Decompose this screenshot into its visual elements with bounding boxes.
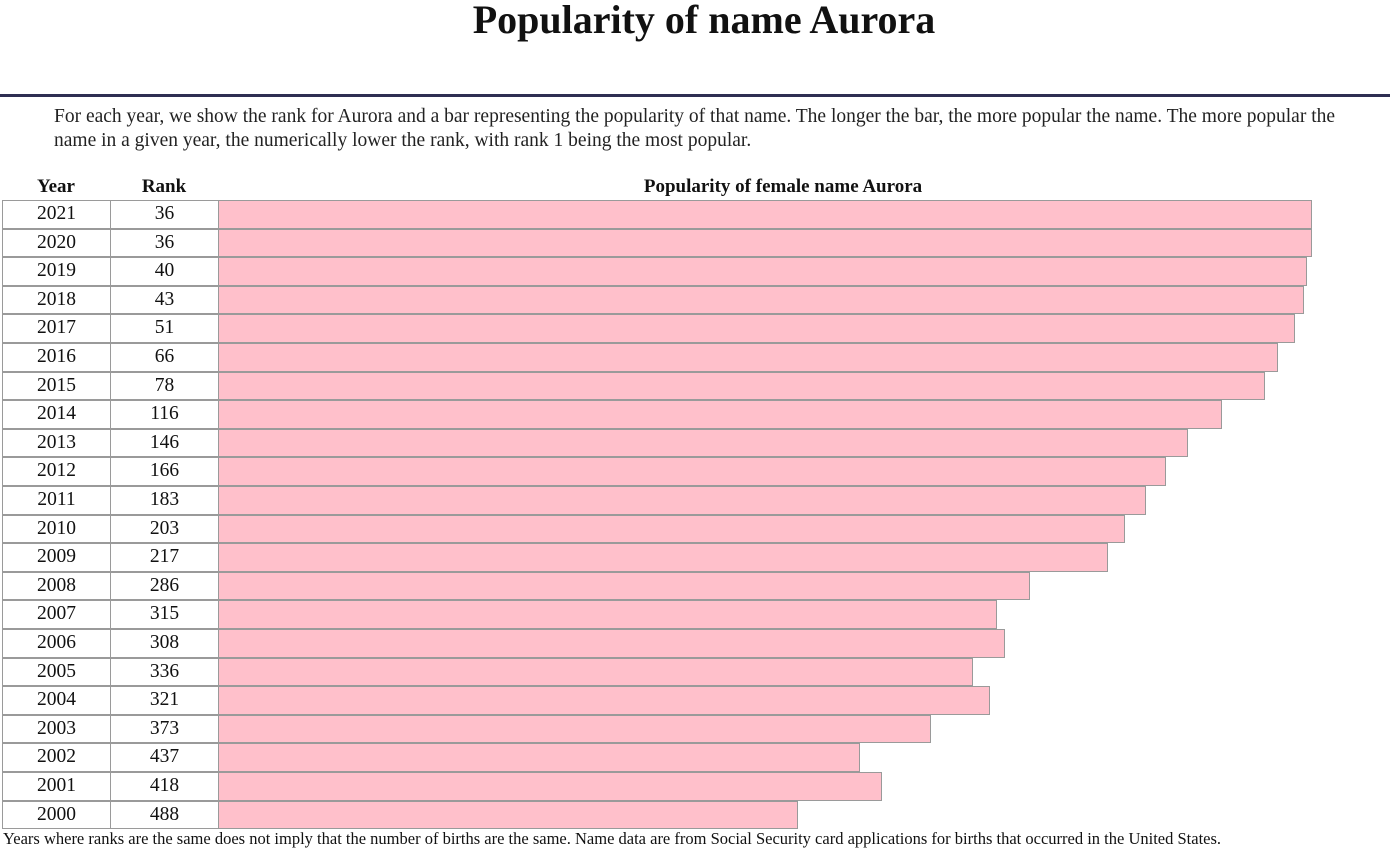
rank-cell: 308	[110, 629, 219, 658]
year-cell: 2004	[2, 686, 111, 715]
table-row: 2019 40	[2, 257, 1388, 286]
table-row: 2009 217	[2, 543, 1388, 572]
rank-cell: 321	[110, 686, 219, 715]
popularity-bar	[218, 257, 1307, 286]
table-row: 2005 336	[2, 657, 1388, 687]
header-divider	[0, 94, 1390, 97]
popularity-bar	[218, 686, 990, 715]
popularity-bar	[218, 228, 1312, 258]
rank-cell: 203	[110, 514, 219, 544]
year-cell: 2012	[2, 457, 111, 486]
table-row: 2004 321	[2, 686, 1388, 715]
popularity-bar	[218, 343, 1278, 372]
rank-cell: 116	[110, 400, 219, 429]
popularity-bar	[218, 714, 931, 744]
popularity-bar	[218, 428, 1188, 458]
year-cell: 2015	[2, 371, 111, 401]
year-cell: 2020	[2, 228, 111, 258]
year-cell: 2002	[2, 743, 111, 772]
table-row: 2018 43	[2, 285, 1388, 315]
year-cell: 2014	[2, 400, 111, 429]
year-cell: 2019	[2, 257, 111, 286]
rank-cell: 315	[110, 600, 219, 629]
rank-cell: 373	[110, 714, 219, 744]
table-row: 2012 166	[2, 457, 1388, 486]
table-row: 2010 203	[2, 514, 1388, 544]
table-row: 2015 78	[2, 371, 1388, 401]
rank-cell: 43	[110, 285, 219, 315]
table-row: 2002 437	[2, 743, 1388, 772]
footnote: Years where ranks are the same does not …	[3, 829, 1222, 848]
popularity-bar	[218, 543, 1108, 572]
popularity-bar	[218, 371, 1265, 401]
popularity-bar	[218, 400, 1222, 429]
popularity-bar	[218, 457, 1166, 486]
rank-cell: 166	[110, 457, 219, 486]
popularity-bar	[218, 486, 1146, 515]
year-cell: 2007	[2, 600, 111, 629]
year-cell: 2016	[2, 343, 111, 372]
popularity-bar	[218, 285, 1304, 315]
rank-cell: 146	[110, 428, 219, 458]
year-cell: 2021	[2, 200, 111, 229]
rank-cell: 36	[110, 200, 219, 229]
table-row: 2013 146	[2, 428, 1388, 458]
table-row: 2006 308	[2, 629, 1388, 658]
table-row: 2001 418	[2, 772, 1388, 801]
rank-cell: 488	[110, 800, 219, 830]
table-row: 2007 315	[2, 600, 1388, 629]
popularity-bar	[218, 571, 1030, 601]
rank-cell: 36	[110, 228, 219, 258]
rank-cell: 217	[110, 543, 219, 572]
table-row: 2017 51	[2, 314, 1388, 343]
rank-cell: 51	[110, 314, 219, 343]
table-row: 2016 66	[2, 343, 1388, 372]
popularity-bar	[218, 514, 1125, 544]
year-cell: 2010	[2, 514, 111, 544]
rank-cell: 183	[110, 486, 219, 515]
year-cell: 2013	[2, 428, 111, 458]
year-cell: 2011	[2, 486, 111, 515]
year-cell: 2018	[2, 285, 111, 315]
table-row: 2008 286	[2, 571, 1388, 601]
rank-cell: 78	[110, 371, 219, 401]
popularity-bar	[218, 314, 1295, 343]
popularity-bar	[218, 800, 798, 830]
column-header-rank: Rank	[141, 176, 187, 197]
rank-cell: 336	[110, 657, 219, 687]
popularity-bar	[218, 657, 973, 687]
column-header-year: Year	[37, 176, 75, 197]
rank-cell: 437	[110, 743, 219, 772]
year-cell: 2005	[2, 657, 111, 687]
popularity-bar	[218, 600, 997, 629]
column-header-popularity: Popularity of female name Aurora	[643, 176, 923, 197]
rank-cell: 40	[110, 257, 219, 286]
rank-cell: 418	[110, 772, 219, 801]
intro-text: For each year, we show the rank for Auro…	[54, 106, 1336, 151]
table-row: 2021 36	[2, 200, 1388, 229]
table-row: 2020 36	[2, 228, 1388, 258]
table-row: 2003 373	[2, 714, 1388, 744]
year-cell: 2003	[2, 714, 111, 744]
year-cell: 2006	[2, 629, 111, 658]
table-row: 2000 488	[2, 800, 1388, 830]
year-cell: 2000	[2, 800, 111, 830]
popularity-bar	[218, 743, 860, 772]
popularity-bar	[218, 772, 882, 801]
table-row: 2011 183	[2, 486, 1388, 515]
page-title: Popularity of name Aurora	[472, 0, 936, 42]
popularity-bar	[218, 200, 1312, 229]
year-cell: 2001	[2, 772, 111, 801]
year-cell: 2009	[2, 543, 111, 572]
popularity-bar	[218, 629, 1005, 658]
rank-cell: 286	[110, 571, 219, 601]
year-cell: 2008	[2, 571, 111, 601]
table-row: 2014 116	[2, 400, 1388, 429]
rank-cell: 66	[110, 343, 219, 372]
year-cell: 2017	[2, 314, 111, 343]
